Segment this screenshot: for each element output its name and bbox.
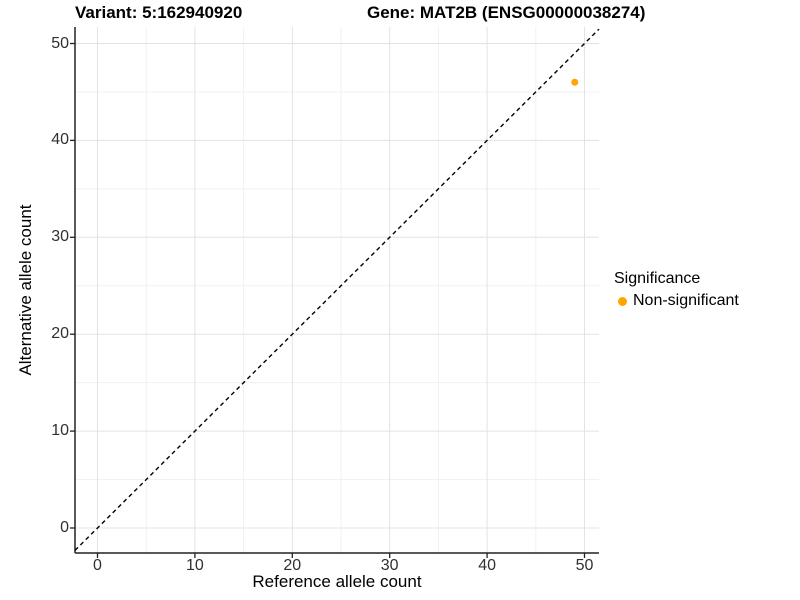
legend-dot-icon: [618, 296, 627, 306]
x-tick-label: 50: [575, 557, 594, 574]
scatter-point: [571, 78, 579, 86]
x-tick-label: 10: [185, 557, 204, 574]
y-tick-label: 0: [60, 519, 69, 536]
variant-title: Variant: 5:162940920: [75, 3, 243, 22]
y-tick-label: 40: [51, 131, 69, 149]
identity-reference-line: [74, 28, 600, 551]
legend-item-label: Non-significant: [633, 292, 739, 309]
x-axis-title: Reference allele count: [252, 572, 422, 591]
legend: Significance Non-significant: [614, 269, 739, 310]
gene-title: Gene: MAT2B (ENSG00000038274): [367, 3, 646, 22]
x-tick-label: 20: [283, 557, 302, 574]
y-tick-label: 10: [51, 422, 69, 440]
legend-title: Significance: [614, 270, 701, 287]
x-tick-label: 0: [93, 557, 102, 574]
y-tick-label: 20: [51, 325, 69, 343]
legend-item: Non-significant: [614, 292, 739, 310]
y-tick-label: 50: [51, 34, 69, 52]
y-tick-label: 30: [51, 228, 69, 246]
x-tick-label: 30: [380, 557, 399, 574]
x-tick-label: 40: [478, 557, 496, 574]
